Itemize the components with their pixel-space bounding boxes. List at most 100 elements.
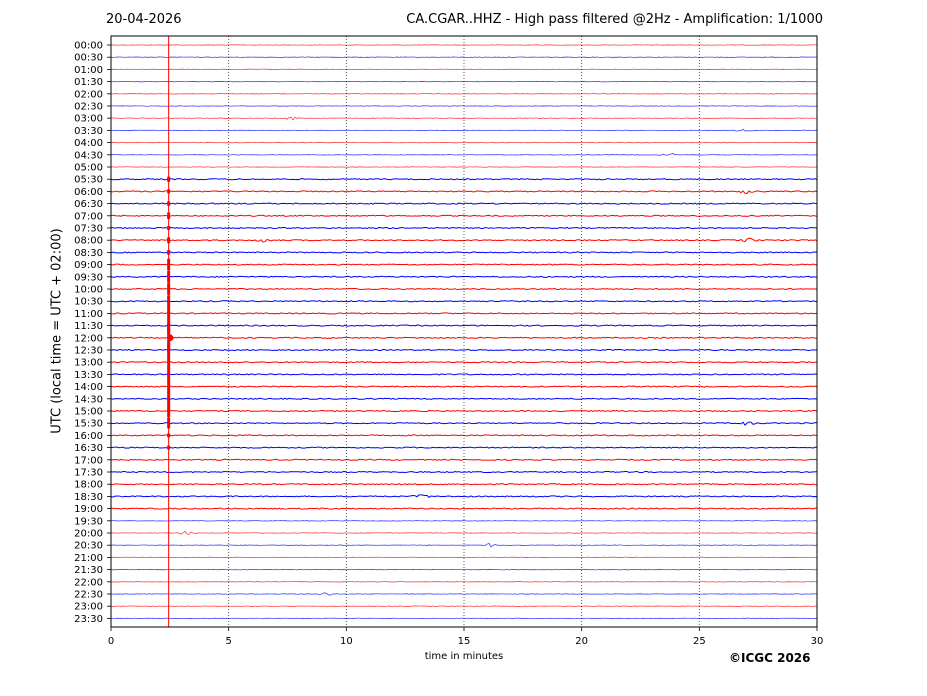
y-tick-label-06:00: 06:00 [74,187,103,198]
copyright-text: ©ICGC 2026 [729,651,811,665]
y-tick-label-01:00: 01:00 [74,65,103,76]
trace-21:00 [110,556,818,559]
event-burst-08:00 [167,237,171,244]
y-tick-label-05:30: 05:30 [74,175,103,186]
y-tick-label-19:30: 19:30 [74,516,103,527]
y-tick-label-20:30: 20:30 [74,541,103,552]
event-burst-15:30 [167,418,171,429]
y-tick-label-18:00: 18:00 [74,480,103,491]
event-burst-10:00 [167,283,171,295]
y-tick-label-08:30: 08:30 [74,248,103,259]
y-tick-label-20:00: 20:00 [74,529,103,540]
event-burst-14:30 [167,392,171,406]
trace-04:00 [110,141,818,144]
y-tick-label-15:00: 15:00 [74,407,103,418]
event-burst-11:00 [167,306,171,320]
trace-12:00 [110,336,818,339]
y-tick-label-02:30: 02:30 [74,102,103,113]
trace-11:30 [110,324,818,327]
y-tick-label-03:00: 03:00 [74,114,103,125]
y-tick-label-01:30: 01:30 [74,77,103,88]
y-tick-label-21:00: 21:00 [74,553,103,564]
trace-20:00 [110,530,818,535]
y-tick-label-12:30: 12:30 [74,346,103,357]
trace-06:00 [110,190,818,194]
y-tick-label-02:00: 02:00 [74,89,103,100]
y-tick-label-09:30: 09:30 [74,272,103,283]
event-burst-13:00 [167,355,171,369]
event-burst-16:00 [167,433,171,438]
x-tick-label-30: 30 [811,636,824,647]
event-burst-15:00 [167,404,171,418]
trace-05:30 [110,178,818,181]
event-burst-13:30 [167,367,171,381]
y-tick-label-22:30: 22:30 [74,590,103,601]
trace-21:30 [110,568,818,571]
y-tick-label-10:30: 10:30 [74,297,103,308]
trace-04:30 [110,153,818,156]
trace-19:30 [110,520,818,522]
y-tick-label-00:30: 00:30 [74,53,103,64]
x-tick-label-5: 5 [225,636,231,647]
y-tick-label-00:00: 00:00 [74,41,103,52]
trace-10:30 [110,300,818,303]
y-tick-label-03:30: 03:30 [74,126,103,137]
y-tick-label-13:00: 13:00 [74,358,103,369]
trace-00:00 [110,44,818,46]
trace-03:30 [110,128,818,132]
y-tick-label-18:30: 18:30 [74,492,103,503]
event-burst-07:00 [167,212,171,220]
event-group [167,36,174,627]
y-tick-label-14:30: 14:30 [74,394,103,405]
trace-19:00 [110,507,818,510]
y-tick-label-11:30: 11:30 [74,321,103,332]
event-burst-05:30 [167,176,171,182]
x-tick-label-20: 20 [575,636,588,647]
x-tick-group: 0 5 10 15 20 25 30 [108,627,824,647]
trace-11:00 [110,312,818,315]
event-burst-07:30 [167,226,171,230]
event-peak-12:00 [168,333,174,343]
y-tick-label-05:00: 05:00 [74,163,103,174]
y-tick-label-06:30: 06:30 [74,199,103,210]
event-burst-14:00 [167,380,171,394]
trace-13:00 [110,361,818,364]
trace-05:00 [110,166,818,168]
y-tick-label-07:00: 07:00 [74,211,103,222]
event-burst-09:30 [167,270,171,283]
trace-13:30 [110,373,818,376]
event-burst-10:30 [167,295,171,308]
y-tick-label-11:00: 11:00 [74,309,103,320]
y-tick-label-17:30: 17:30 [74,468,103,479]
x-tick-label-25: 25 [693,636,706,647]
y-tick-label-10:00: 10:00 [74,285,103,296]
event-burst-12:30 [167,343,171,357]
y-tick-label-14:00: 14:00 [74,382,103,393]
y-tick-label-19:00: 19:00 [74,504,103,515]
event-burst-16:30 [167,445,171,450]
y-tick-label-21:30: 21:30 [74,565,103,576]
y-tick-label-09:00: 09:00 [74,260,103,271]
date-label: 20-04-2026 [106,12,182,27]
y-tick-label-22:00: 22:00 [74,577,103,588]
event-burst-06:00 [167,189,171,194]
y-tick-label-07:30: 07:30 [74,224,103,235]
event-burst-06:30 [167,201,171,206]
trace-group [110,44,818,620]
y-tick-label-04:30: 04:30 [74,150,103,161]
y-tick-label-16:00: 16:00 [74,431,103,442]
trace-12:30 [110,348,818,352]
x-tick-label-10: 10 [340,636,353,647]
plot-frame [110,35,818,628]
y-tick-label-17:00: 17:00 [74,455,103,466]
trace-20:30 [110,542,818,548]
y-tick-label-12:00: 12:00 [74,333,103,344]
grid-group [228,36,700,627]
trace-06:30 [110,202,818,205]
trace-03:00 [110,116,818,121]
y-tick-label-04:00: 04:00 [74,138,103,149]
y-tick-label-16:30: 16:30 [74,443,103,454]
x-tick-label-15: 15 [458,636,471,647]
